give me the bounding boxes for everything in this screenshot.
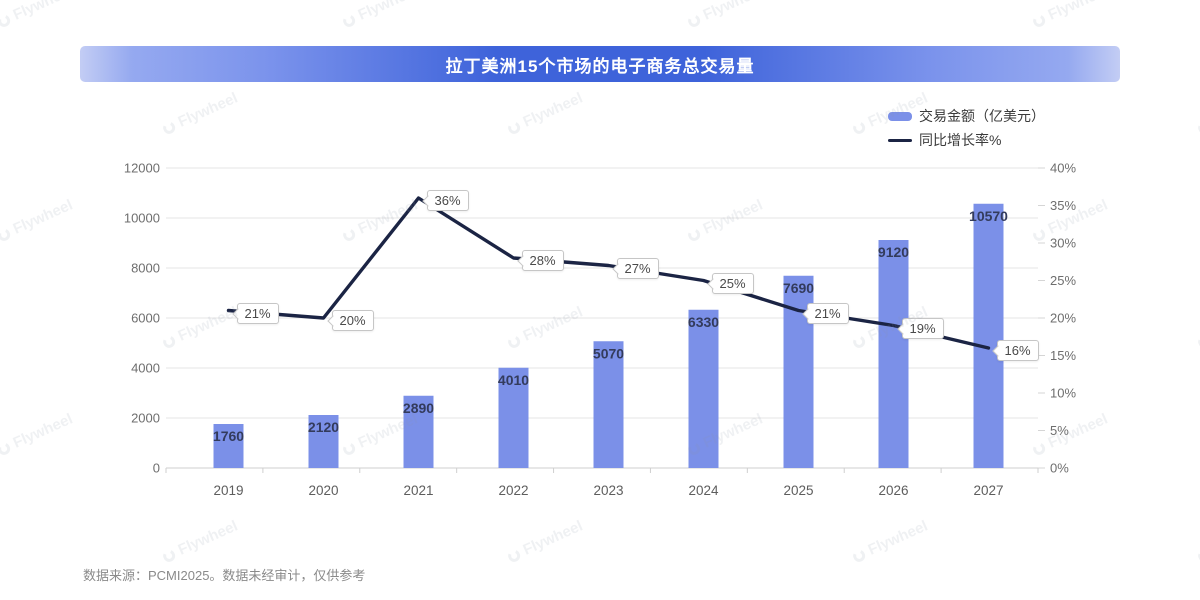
bar-2020 <box>308 415 339 468</box>
right-axis-tick: 0% <box>1050 461 1069 476</box>
left-axis-tick: 4000 <box>131 361 160 376</box>
bar-2026 <box>878 240 909 468</box>
data-source-note: 数据来源：PCMI2025。数据未经审计，仅供参考 <box>83 568 366 583</box>
bar-series-swatch <box>888 111 912 121</box>
right-axis-tick: 20% <box>1050 311 1076 326</box>
chart-title-banner: 拉丁美洲15个市场的电子商务总交易量 <box>80 46 1120 82</box>
bar-2019 <box>213 424 244 468</box>
left-axis-tick: 2000 <box>131 411 160 426</box>
bar-value-label-2020: 2120 <box>308 419 339 435</box>
right-axis-tick: 10% <box>1050 386 1076 401</box>
bar-value-label-2022: 4010 <box>498 372 529 388</box>
bar-value-label-2024: 6330 <box>688 314 719 330</box>
bar-value-label-2025: 7690 <box>783 280 814 296</box>
x-axis-label-2019: 2019 <box>213 483 243 498</box>
right-axis-tick: 35% <box>1050 198 1076 213</box>
right-axis-tick: 40% <box>1050 161 1076 176</box>
bar-2022 <box>498 367 529 468</box>
x-axis-label-2027: 2027 <box>973 483 1003 498</box>
bar-value-label-2021: 2890 <box>403 400 434 416</box>
bar-2023 <box>593 341 624 468</box>
x-axis-label-2020: 2020 <box>308 483 338 498</box>
right-axis-tick: 30% <box>1050 236 1076 251</box>
right-axis-tick: 15% <box>1050 348 1076 363</box>
bar-value-label-2019: 1760 <box>213 428 244 444</box>
legend-label: 同比增长率% <box>919 132 1002 148</box>
x-axis-label-2022: 2022 <box>498 483 528 498</box>
bar-2021 <box>403 395 434 468</box>
bar-2025 <box>783 275 814 468</box>
line-series-swatch <box>888 138 912 142</box>
legend-item-growth-rate: 同比增长率% <box>888 128 1045 152</box>
left-axis-tick: 10000 <box>124 211 160 226</box>
left-axis-tick: 8000 <box>131 261 160 276</box>
legend-label: 交易金额（亿美元） <box>919 108 1045 124</box>
x-axis-label-2021: 2021 <box>403 483 433 498</box>
left-axis-tick: 0 <box>153 461 160 476</box>
chart-legend: 交易金额（亿美元） 同比增长率% <box>888 104 1045 152</box>
bar-value-label-2027: 10570 <box>969 208 1008 224</box>
legend-item-transaction-amount: 交易金额（亿美元） <box>888 104 1045 128</box>
x-axis-label-2025: 2025 <box>783 483 813 498</box>
x-axis-label-2024: 2024 <box>688 483 719 498</box>
page-title: 拉丁美洲15个市场的电子商务总交易量 <box>445 56 755 76</box>
bar-2027 <box>973 203 1004 468</box>
left-axis-tick: 6000 <box>131 311 160 326</box>
right-axis-tick: 5% <box>1050 423 1069 438</box>
x-axis-label-2026: 2026 <box>878 483 908 498</box>
x-axis-label-2023: 2023 <box>593 483 623 498</box>
bar-value-label-2026: 9120 <box>878 244 909 260</box>
bar-value-label-2023: 5070 <box>593 345 624 361</box>
right-axis-tick: 25% <box>1050 273 1076 288</box>
bar-2024 <box>688 309 719 468</box>
left-axis-tick: 12000 <box>124 161 160 176</box>
